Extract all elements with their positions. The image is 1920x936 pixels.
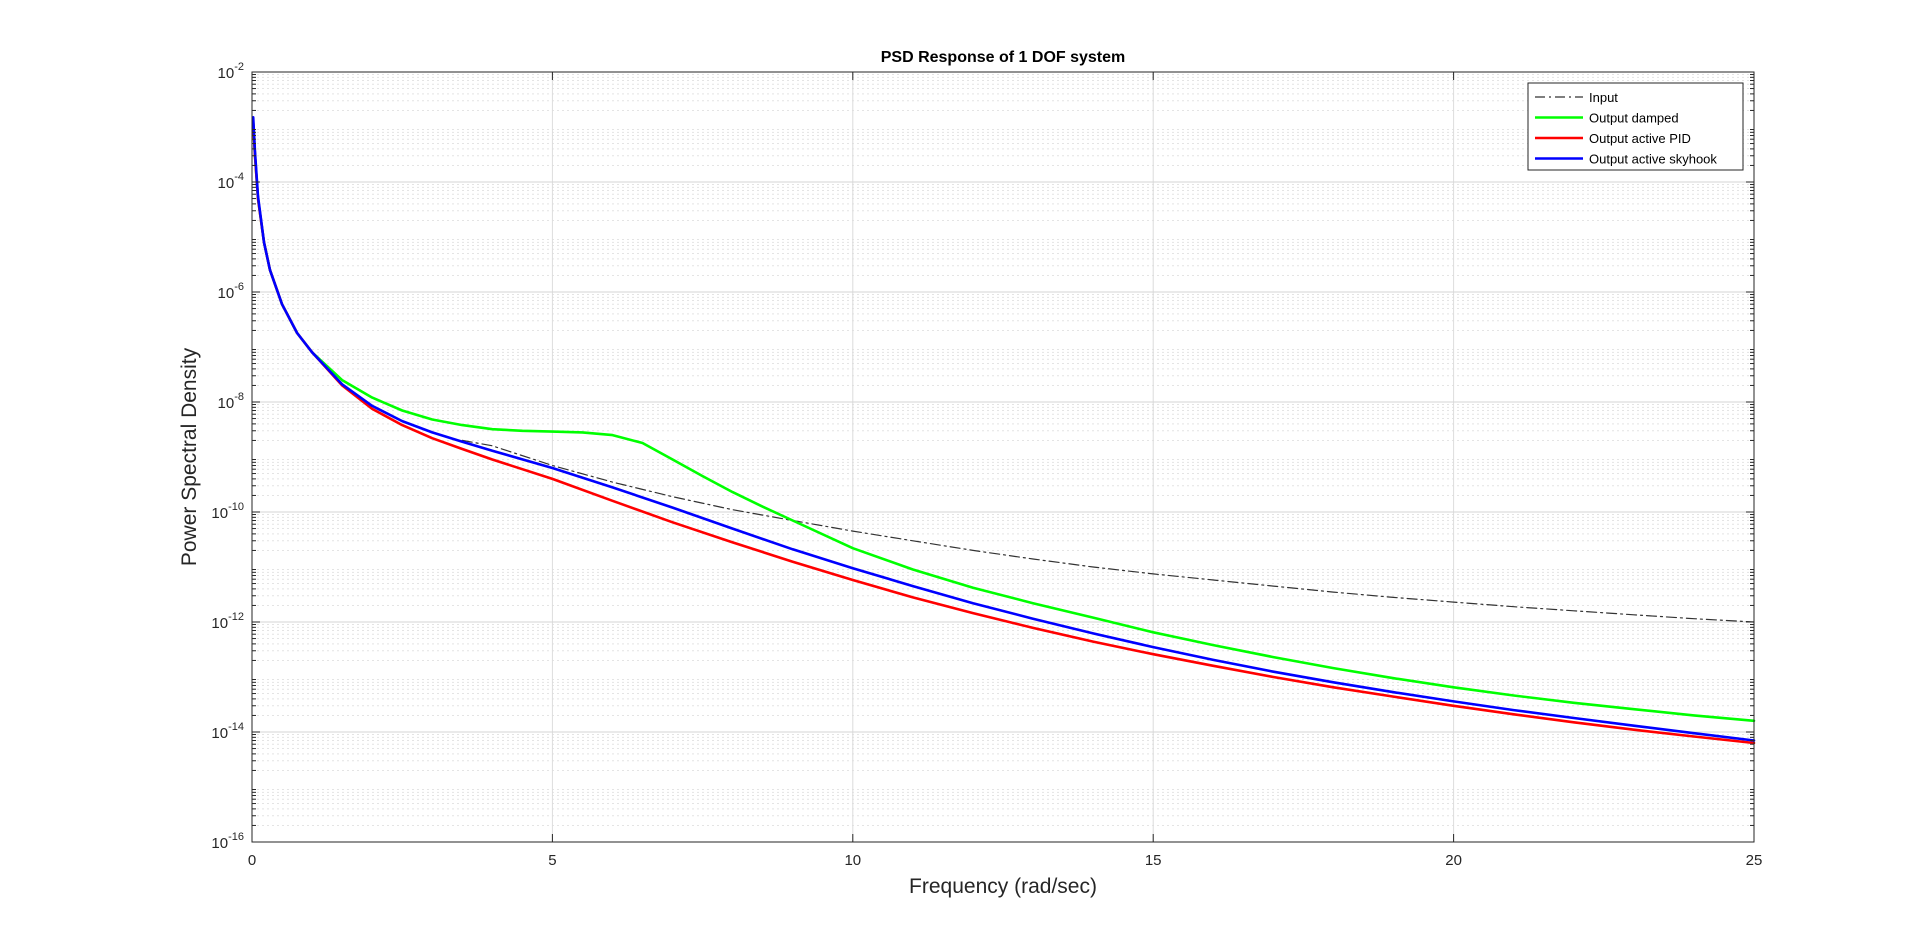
series-input-line — [461, 439, 1755, 623]
y-tick-label: 10-16 — [211, 831, 244, 852]
y-axis-label: Power Spectral Density — [178, 347, 201, 566]
x-tick-label: 20 — [1445, 852, 1462, 869]
x-tick-label: 0 — [248, 852, 256, 869]
major-grid — [252, 72, 1754, 842]
series-output-active-skyhook-line — [251, 116, 1756, 742]
chart-title: PSD Response of 1 DOF system — [881, 49, 1126, 66]
legend-label-output-active-pid: Output active PID — [1589, 131, 1691, 146]
y-tick-label: 10-4 — [218, 171, 244, 192]
legend-label-input: Input — [1589, 90, 1618, 105]
y-tick-label: 10-8 — [218, 391, 244, 412]
legend: Input Output damped Output active PID Outpu… — [1527, 82, 1744, 171]
y-tick-labels: 10-16 10-14 10-12 10-10 10-8 10-6 10-4 10-2 — [211, 61, 244, 852]
y-tick-label: 10-12 — [211, 611, 244, 632]
x-tick-label: 15 — [1145, 852, 1162, 869]
y-tick-label: 10-6 — [218, 281, 244, 302]
y-tick-label: 10-14 — [211, 721, 244, 742]
x-axis-label: Frequency (rad/sec) — [909, 875, 1097, 898]
x-tick-label: 10 — [844, 852, 861, 869]
legend-label-output-damped: Output damped — [1589, 111, 1679, 126]
x-tick-label: 25 — [1746, 852, 1763, 869]
x-tick-label: 5 — [548, 852, 556, 869]
series-layer — [251, 116, 1756, 745]
x-tick-labels: 0 5 10 15 20 25 — [248, 852, 1763, 869]
axis-ticks — [251, 71, 1755, 843]
legend-label-output-active-skyhook: Output active skyhook — [1589, 152, 1717, 167]
axes-box — [251, 71, 1755, 843]
y-tick-label: 10-10 — [211, 501, 244, 522]
y-tick-label: 10-2 — [218, 61, 244, 82]
